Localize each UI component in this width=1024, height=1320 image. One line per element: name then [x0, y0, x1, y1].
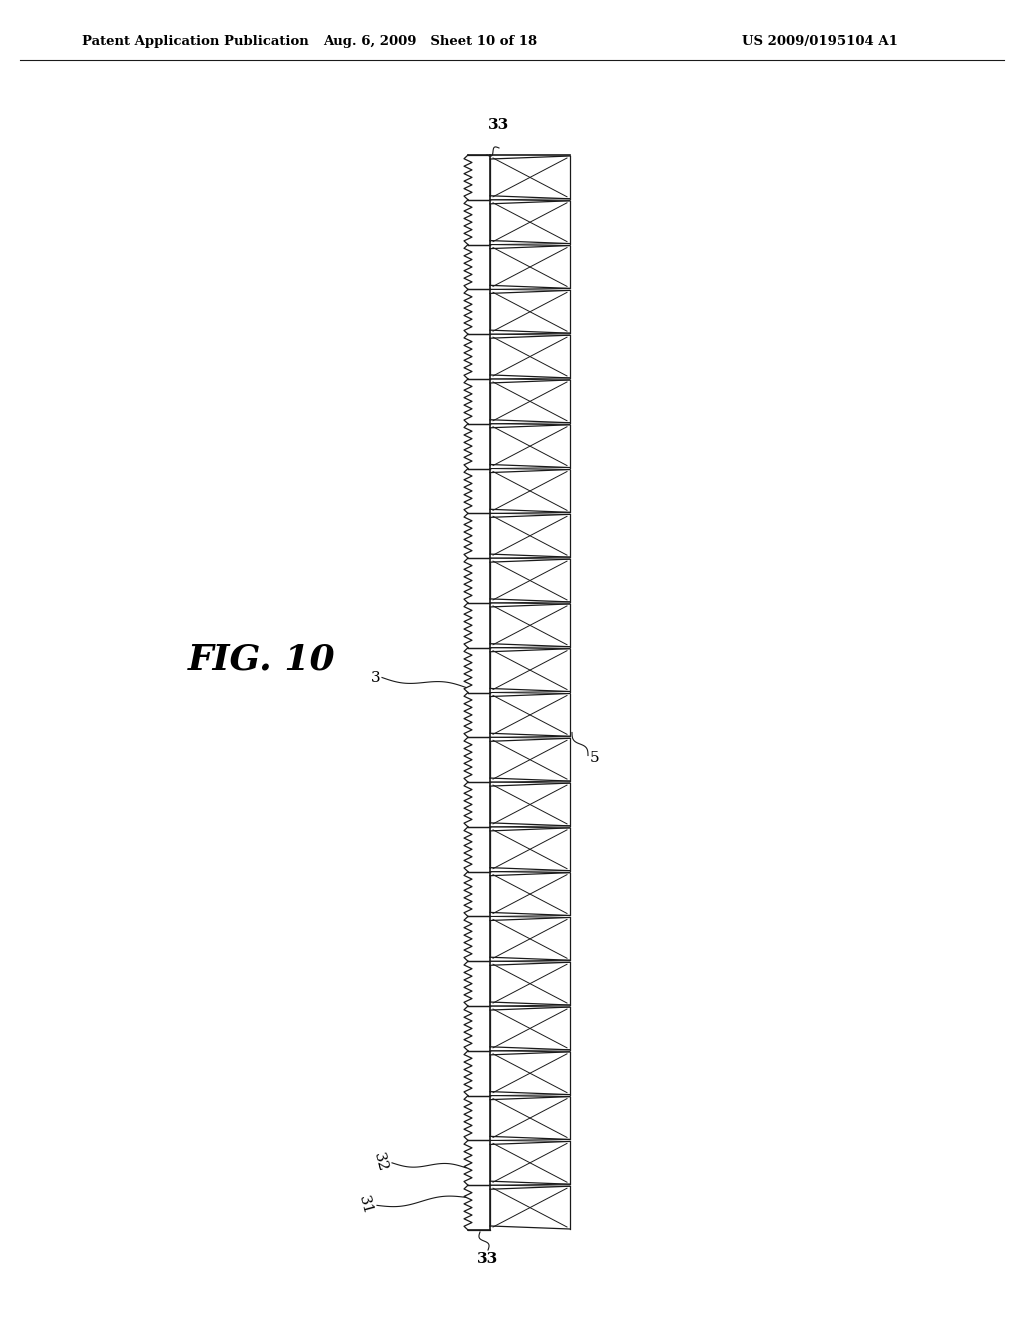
- Text: Aug. 6, 2009   Sheet 10 of 18: Aug. 6, 2009 Sheet 10 of 18: [323, 36, 537, 49]
- Text: FIG. 10: FIG. 10: [188, 643, 336, 677]
- Text: Patent Application Publication: Patent Application Publication: [82, 36, 309, 49]
- Text: 33: 33: [477, 1251, 499, 1266]
- Text: 33: 33: [488, 117, 510, 132]
- Text: 5: 5: [590, 751, 600, 764]
- Text: 3: 3: [371, 671, 380, 685]
- Text: US 2009/0195104 A1: US 2009/0195104 A1: [742, 36, 898, 49]
- Text: 32: 32: [372, 1151, 390, 1173]
- Text: 31: 31: [356, 1195, 375, 1217]
